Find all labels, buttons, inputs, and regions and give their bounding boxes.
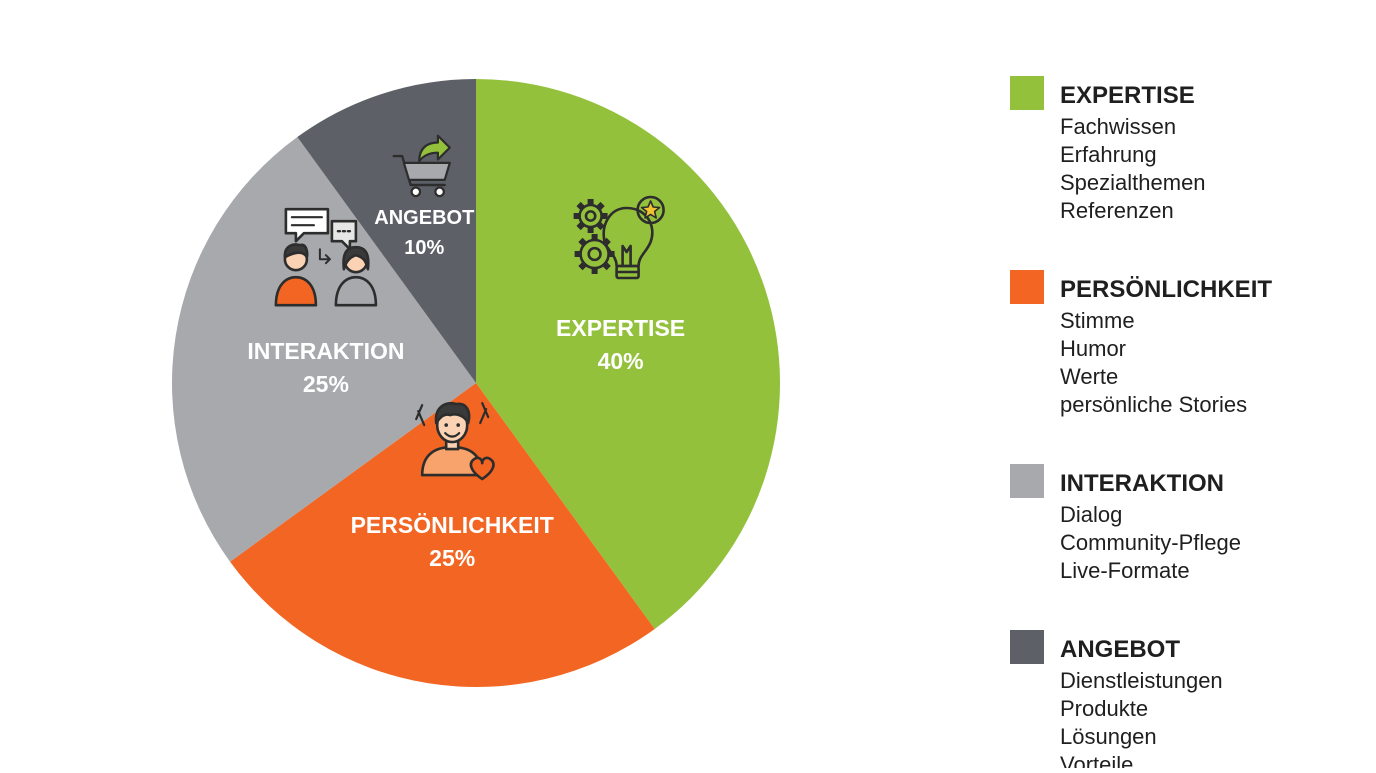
legend-entry-persoenlichkeit: PERSÖNLICHKEIT Stimme Humor Werte persönlich… <box>1010 270 1272 417</box>
person-heart-icon <box>415 401 495 481</box>
lightbulb-gears-icon <box>573 195 665 280</box>
legend-item: Dienstleistungen <box>1060 668 1223 693</box>
legend-title: PERSÖNLICHKEIT <box>1060 276 1272 303</box>
legend-item: Vorteile <box>1060 752 1133 768</box>
slice-icons <box>274 134 665 481</box>
legend-item: Produkte <box>1060 696 1148 721</box>
slice-label-angebot: ANGEBOT <box>374 207 474 229</box>
legend-title: ANGEBOT <box>1060 636 1180 663</box>
legend-title: INTERAKTION <box>1060 470 1224 497</box>
legend-item: Fachwissen <box>1060 114 1176 139</box>
pie-slices <box>171 78 781 688</box>
slice-labels: EXPERTISE 40% PERSÖNLICHKEIT 25% INTERAKTION… <box>247 207 685 571</box>
legend-item: Live-Formate <box>1060 558 1190 583</box>
legend-item: Community-Pflege <box>1060 530 1241 555</box>
legend-item: Referenzen <box>1060 198 1174 223</box>
legend-item: Spezialthemen <box>1060 170 1206 195</box>
legend-item: Werte <box>1060 364 1118 389</box>
slice-value-angebot: 10% <box>404 237 444 259</box>
pie-slice-expertise <box>476 78 781 629</box>
slice-label-interaktion: INTERAKTION <box>247 338 404 364</box>
slice-label-persoenlichkeit: PERSÖNLICHKEIT <box>351 512 554 538</box>
legend-swatch <box>1010 630 1044 664</box>
legend-entry-expertise: EXPERTISE Fachwissen Erfahrung Spezialtheme… <box>1010 76 1206 223</box>
slice-value-expertise: 40% <box>598 348 644 374</box>
slice-label-expertise: EXPERTISE <box>556 315 685 341</box>
legend-swatch <box>1010 76 1044 110</box>
slice-value-interaktion: 25% <box>303 371 349 397</box>
pie-slice-interaktion <box>171 137 477 562</box>
legend-item: Dialog <box>1060 502 1122 527</box>
legend-item: Humor <box>1060 336 1126 361</box>
legend-item: persönliche Stories <box>1060 392 1247 417</box>
legend-entry-interaktion: INTERAKTION Dialog Community-Pflege Live-Fo… <box>1010 464 1241 583</box>
pie-slice-angebot <box>297 79 476 383</box>
legend-item: Erfahrung <box>1060 142 1157 167</box>
pie-slice-persoenlichkeit <box>230 383 655 688</box>
legend: EXPERTISE Fachwissen Erfahrung Spezialtheme… <box>1010 76 1272 773</box>
people-chat-icon <box>274 207 378 307</box>
legend-item: Lösungen <box>1060 724 1157 749</box>
legend-swatch <box>1010 464 1044 498</box>
legend-swatch <box>1010 270 1044 304</box>
legend-item: Stimme <box>1060 308 1135 333</box>
legend-title: EXPERTISE <box>1060 82 1195 109</box>
shopping-cart-icon <box>392 134 451 198</box>
slice-value-persoenlichkeit: 25% <box>429 545 475 571</box>
legend-entry-angebot: ANGEBOT Dienstleistungen Produkte Lösungen V… <box>1010 630 1223 773</box>
